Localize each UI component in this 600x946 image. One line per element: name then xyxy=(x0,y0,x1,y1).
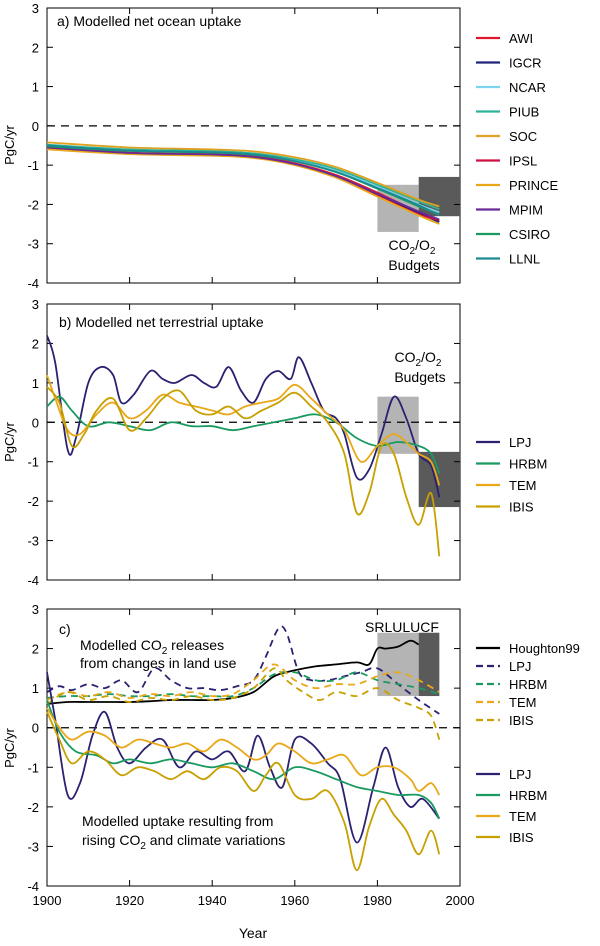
y-tick-label-c: -1 xyxy=(27,760,39,775)
panel-b-plot: -4 -3 -2 -1 0 1 2 3 LPJ HRBM TEM IBIS xyxy=(27,297,547,588)
x-tick-label: 2000 xyxy=(446,893,475,908)
y-tick-label-b: -1 xyxy=(27,455,39,470)
series-line-a-main-piub xyxy=(46,143,440,210)
panel-b-title: b) Modelled net terrestrial uptake xyxy=(59,314,264,330)
legend-label-a-main-llnl: LLNL xyxy=(509,252,540,267)
series-line-a-main-llnl xyxy=(46,144,440,217)
panel-c-annotation-top: SRLULUCF xyxy=(365,619,439,635)
panel-a-plot: -4 -3 -2 -1 0 1 2 3 AWI IGCR NCAR PIUB SOC IPSL PRINCE… xyxy=(27,1,558,291)
legend-label-c-top-lpj: LPJ xyxy=(509,659,531,674)
legend-label-a-main-csiro: CSIRO xyxy=(509,227,550,242)
legend-label-c-bottom-lpj: LPJ xyxy=(509,767,531,782)
y-tick-label-b: -4 xyxy=(27,573,39,588)
x-tick-label: 1980 xyxy=(363,893,392,908)
series-line-c-bottom-ibis xyxy=(46,711,441,872)
legend-label-a-main-soc: SOC xyxy=(509,129,537,144)
legend-label-b-main-ibis: IBIS xyxy=(509,500,534,515)
y-tick-label-a: 3 xyxy=(32,1,39,16)
y-tick-label-a: -4 xyxy=(27,276,39,291)
legend-label-a-main-igcr: IGCR xyxy=(509,56,542,71)
y-tick-label-a: 1 xyxy=(32,80,39,95)
legend-label-c-top-ibis: IBIS xyxy=(509,713,534,728)
x-tick-label: 1940 xyxy=(198,893,227,908)
shaded-box-a-1 xyxy=(418,176,460,217)
y-tick-label-c: -2 xyxy=(27,800,39,815)
series-line-c-top-houghton99 xyxy=(46,639,420,705)
series-line-b-main-lpj xyxy=(46,335,441,498)
panel-c-plot: -4 -3 -2 -1 0 1 2 3 1900 1920 1940 1960 1980 2000 Houg… xyxy=(27,602,579,908)
series-line-c-bottom-tem xyxy=(46,707,441,796)
panel-b-ylabel: PgC/yr xyxy=(2,421,17,461)
panel-a-annotation-line2: Budgets xyxy=(388,257,439,273)
x-tick-label: 1900 xyxy=(33,893,62,908)
legend-label-b-main-lpj: LPJ xyxy=(509,435,531,450)
series-line-c-bottom-lpj xyxy=(46,672,441,844)
y-tick-label-b: -3 xyxy=(27,534,39,549)
legend-label-a-main-prince: PRINCE xyxy=(509,178,558,193)
y-tick-label-a: -1 xyxy=(27,158,39,173)
legend-label-c-bottom-hrbm: HRBM xyxy=(509,788,547,803)
panel-c-frame xyxy=(46,608,461,887)
legend-label-b-main-tem: TEM xyxy=(509,478,536,493)
y-tick-label-b: 0 xyxy=(32,415,39,430)
panel-c-title-label: c) xyxy=(59,621,71,637)
legend-label-a-main-mpim: MPIM xyxy=(509,203,543,218)
legend-label-c-top-tem: TEM xyxy=(509,695,536,710)
y-tick-label-b: 1 xyxy=(32,376,39,391)
y-tick-label-c: 1 xyxy=(32,681,39,696)
panel-c-annotation-bottom-line2: rising CO2 and climate variations xyxy=(82,832,285,852)
series-line-b-main-tem xyxy=(46,374,441,486)
panel-a-annotation: CO2/O2 xyxy=(389,237,436,257)
legend-label-c-top-hrbm: HRBM xyxy=(509,677,547,692)
y-tick-label-a: -2 xyxy=(27,197,39,212)
panel-b-annotation: CO2/O2 xyxy=(395,349,442,369)
panel-b-annotation-line2: Budgets xyxy=(394,369,445,385)
y-tick-label-b: 2 xyxy=(32,336,39,351)
y-tick-label-b: 3 xyxy=(32,297,39,312)
y-tick-label-c: -3 xyxy=(27,839,39,854)
series-line-a-main-mpim xyxy=(46,146,440,221)
series-line-c-top-lpj xyxy=(46,625,440,715)
shaded-box-c-0 xyxy=(377,632,419,697)
y-tick-label-c: -4 xyxy=(27,879,39,894)
series-line-c-top-hrbm xyxy=(46,670,440,699)
panel-c-annotation-bottom-line1: Modelled uptake resulting from xyxy=(82,813,273,829)
series-line-a-main-prince xyxy=(46,148,440,225)
y-tick-label-c: 2 xyxy=(32,642,39,657)
y-tick-label-a: 2 xyxy=(32,40,39,55)
panel-a-title: a) Modelled net ocean uptake xyxy=(57,13,242,29)
y-tick-label-a: -3 xyxy=(27,237,39,252)
y-tick-label-b: -2 xyxy=(27,494,39,509)
panel-b-frame xyxy=(46,303,461,581)
panel-c-ylabel: PgC/yr xyxy=(2,727,17,767)
y-tick-label-c: 3 xyxy=(32,602,39,617)
legend-label-a-main-awi: AWI xyxy=(509,31,533,46)
y-tick-label-a: 0 xyxy=(32,119,39,134)
series-line-a-main-soc xyxy=(46,141,440,208)
legend-label-c-bottom-ibis: IBIS xyxy=(509,830,534,845)
panel-c-title-line2: from changes in land use xyxy=(80,655,237,671)
series-line-c-top-tem xyxy=(46,663,440,701)
x-tick-label: 1960 xyxy=(280,893,309,908)
shaded-box-c-1 xyxy=(418,632,440,697)
x-axis-label: Year xyxy=(239,925,268,941)
legend-label-b-main-hrbm: HRBM xyxy=(509,457,547,472)
series-line-b-main-ibis xyxy=(46,386,441,557)
legend-label-a-main-ncar: NCAR xyxy=(509,80,546,95)
legend-label-c-top-houghton99: Houghton99 xyxy=(509,641,580,656)
legend-label-c-bottom-tem: TEM xyxy=(509,809,536,824)
y-tick-label-c: 0 xyxy=(32,721,39,736)
panel-a-ylabel: PgC/yr xyxy=(2,124,17,164)
legend-label-a-main-piub: PIUB xyxy=(509,105,539,120)
x-tick-label: 1920 xyxy=(115,893,144,908)
panel-c-title-line1: Modelled CO2 releases xyxy=(80,637,224,657)
series-line-c-top-ibis xyxy=(46,667,441,740)
legend-label-a-main-ipsl: IPSL xyxy=(509,154,537,169)
